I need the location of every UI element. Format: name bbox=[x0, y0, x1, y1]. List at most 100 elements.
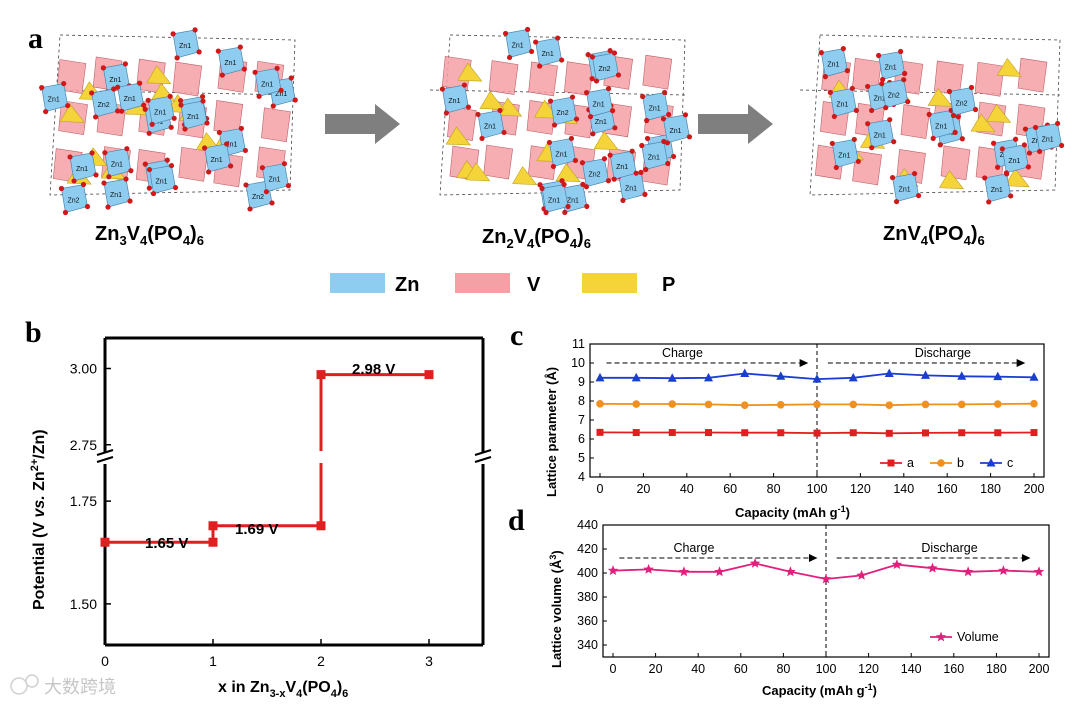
data-point bbox=[856, 569, 867, 580]
discharge-label: Discharge bbox=[915, 346, 971, 360]
data-point bbox=[631, 372, 641, 382]
svg-text:Zn2: Zn2 bbox=[1031, 138, 1043, 145]
data-point bbox=[891, 559, 903, 569]
data-point bbox=[776, 401, 785, 409]
data-point bbox=[887, 459, 895, 467]
svg-text:Zn1: Zn1 bbox=[512, 42, 524, 49]
legend-item-zn: Zn bbox=[330, 273, 419, 296]
data-point bbox=[705, 429, 712, 437]
data-point bbox=[994, 429, 1002, 437]
svg-text:Zn2: Zn2 bbox=[98, 102, 110, 109]
y-tick-label: 360 bbox=[577, 614, 598, 628]
svg-text:Zn1: Zn1 bbox=[1042, 136, 1054, 143]
panel-a-letter: a bbox=[28, 22, 43, 55]
svg-text:Zn: Zn bbox=[395, 274, 419, 296]
data-point bbox=[643, 563, 654, 574]
legend-label: a bbox=[907, 456, 914, 470]
data-point bbox=[667, 373, 677, 382]
svg-text:Zn1: Zn1 bbox=[225, 141, 237, 148]
b-data-point bbox=[316, 521, 326, 531]
x-tick-label: 0 bbox=[597, 482, 604, 496]
svg-text:Zn1: Zn1 bbox=[111, 162, 123, 169]
b-data-point bbox=[208, 521, 218, 531]
data-point bbox=[884, 368, 894, 377]
data-point bbox=[849, 429, 857, 437]
y-tick-label: 6 bbox=[578, 432, 585, 446]
x-tick-label: 140 bbox=[901, 662, 922, 676]
data-point bbox=[668, 400, 677, 408]
y-tick-label: 4 bbox=[578, 470, 585, 484]
svg-text:Zn1: Zn1 bbox=[836, 101, 848, 108]
svg-text:Zn1: Zn1 bbox=[154, 109, 166, 116]
data-point bbox=[596, 428, 604, 436]
data-point bbox=[921, 400, 930, 409]
watermark-logo-icon bbox=[10, 677, 28, 695]
legend-label: Volume bbox=[957, 630, 999, 644]
x-tick-label: 40 bbox=[691, 662, 705, 676]
y-tick-label: 400 bbox=[577, 566, 598, 580]
data-point bbox=[986, 458, 996, 467]
x-tick-label: 180 bbox=[980, 482, 1001, 496]
svg-text:Zn1: Zn1 bbox=[827, 62, 839, 69]
svg-text:Zn1: Zn1 bbox=[548, 197, 560, 204]
y-tick-label: 340 bbox=[577, 638, 598, 652]
svg-text:Zn1: Zn1 bbox=[874, 133, 886, 140]
data-point bbox=[993, 400, 1002, 408]
b-data-point bbox=[424, 370, 434, 380]
b-y-tick-label: 3.00 bbox=[70, 361, 97, 377]
formula-zn2v4po46: Zn2V4(PO4)6 bbox=[482, 226, 591, 251]
x-tick-label: 20 bbox=[636, 482, 650, 496]
b-x-tick-label: 2 bbox=[317, 653, 325, 669]
data-point bbox=[1033, 566, 1045, 577]
b-y-tick-label: 1.75 bbox=[70, 493, 97, 509]
svg-text:Zn1: Zn1 bbox=[179, 43, 191, 50]
svg-text:Zn1: Zn1 bbox=[616, 164, 628, 171]
legend-label: c bbox=[1007, 456, 1013, 470]
y-tick-label: 7 bbox=[578, 413, 585, 427]
b-x-tick-label: 1 bbox=[209, 653, 217, 669]
b-x-tick-label: 0 bbox=[101, 653, 109, 669]
watermark: 大数跨境 bbox=[10, 674, 116, 698]
b-data-point bbox=[316, 370, 326, 380]
charge-label: Charge bbox=[673, 541, 714, 555]
x-tick-label: 80 bbox=[776, 662, 790, 676]
data-point bbox=[813, 429, 821, 437]
svg-text:Zn2: Zn2 bbox=[955, 100, 967, 107]
svg-text:Zn1: Zn1 bbox=[484, 123, 496, 130]
data-point bbox=[595, 372, 605, 382]
data-point bbox=[885, 401, 894, 409]
svg-text:Zn1: Zn1 bbox=[275, 91, 287, 98]
data-point bbox=[740, 401, 749, 409]
svg-text:Zn1: Zn1 bbox=[838, 152, 850, 159]
svg-text:Zn2: Zn2 bbox=[252, 194, 264, 201]
svg-text:Zn1: Zn1 bbox=[567, 197, 579, 204]
svg-text:Zn1: Zn1 bbox=[211, 157, 223, 164]
x-tick-label: 20 bbox=[649, 662, 663, 676]
x-tick-label: 40 bbox=[680, 482, 694, 496]
svg-text:Zn1: Zn1 bbox=[874, 95, 886, 102]
data-point bbox=[704, 372, 713, 382]
data-point bbox=[885, 429, 893, 437]
x-tick-label: 80 bbox=[767, 482, 781, 496]
svg-text:Zn1: Zn1 bbox=[648, 154, 660, 161]
data-point bbox=[927, 562, 938, 573]
data-point bbox=[596, 400, 604, 408]
y-tick-label: 440 bbox=[577, 518, 598, 532]
svg-text:Zn1: Zn1 bbox=[1008, 158, 1020, 165]
svg-text:Zn2: Zn2 bbox=[598, 66, 610, 73]
data-point bbox=[813, 400, 821, 409]
data-point bbox=[668, 429, 676, 437]
data-point bbox=[812, 374, 822, 383]
svg-text:Zn1: Zn1 bbox=[625, 185, 637, 192]
x-tick-label: 200 bbox=[1029, 662, 1050, 676]
lattice-volume-chart: 340 360 380 400 420 440 0 20 40 60 80 100 120 140 160 1… bbox=[548, 518, 1050, 698]
data-point bbox=[777, 429, 785, 437]
svg-text:Zn1: Zn1 bbox=[268, 177, 280, 184]
axis-break-left bbox=[96, 449, 114, 463]
data-point bbox=[848, 372, 858, 382]
data-point bbox=[921, 370, 930, 379]
data-point bbox=[714, 566, 725, 577]
svg-text:Zn1: Zn1 bbox=[156, 179, 168, 186]
data-point bbox=[998, 565, 1009, 575]
svg-text:Zn1: Zn1 bbox=[595, 119, 607, 126]
